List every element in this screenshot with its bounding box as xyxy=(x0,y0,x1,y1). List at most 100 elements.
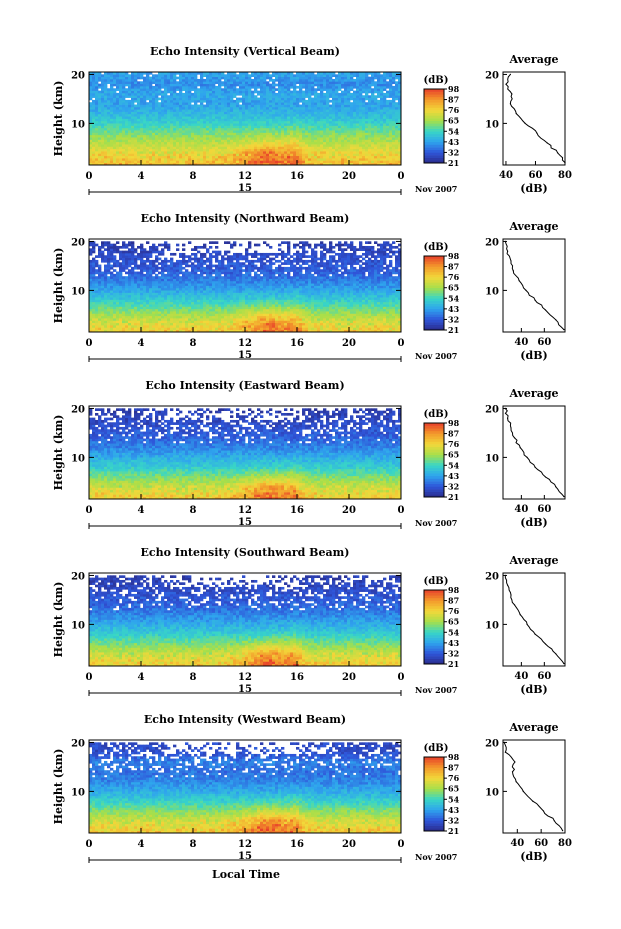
heatmap-cell xyxy=(245,113,249,117)
heatmap-cell xyxy=(209,329,213,333)
heatmap-cell xyxy=(176,109,180,112)
heatmap-cell xyxy=(278,113,282,117)
heatmap-cell xyxy=(98,118,102,122)
heatmap-cell xyxy=(167,315,171,319)
heatmap-cell xyxy=(221,141,225,145)
heatmap-cell xyxy=(230,72,234,75)
heatmap-cell xyxy=(389,320,393,324)
heatmap-cell xyxy=(350,155,354,159)
heatmap-cell xyxy=(182,123,186,126)
heatmap-cell xyxy=(341,104,345,108)
heatmap-cell xyxy=(143,83,147,87)
heatmap-cell xyxy=(323,123,327,126)
heatmap-cell xyxy=(275,320,279,324)
heatmap-cell xyxy=(194,144,198,147)
heatmap-cell xyxy=(275,106,279,110)
heatmap-cell xyxy=(380,137,384,140)
heatmap-cell xyxy=(344,318,348,321)
heatmap-cell xyxy=(104,74,108,77)
heatmap-cell xyxy=(254,81,258,84)
heatmap-cell xyxy=(398,88,402,91)
heatmap-cell xyxy=(227,85,231,89)
heatmap-cell xyxy=(104,313,108,317)
heatmap-cell xyxy=(233,320,237,324)
heatmap-cell xyxy=(221,137,225,140)
heatmap-cell xyxy=(215,134,219,138)
heatmap-cell xyxy=(203,155,207,159)
heatmap-cell xyxy=(299,85,303,89)
heatmap-cell xyxy=(260,99,264,103)
heatmap-cell xyxy=(299,146,303,150)
heatmap-cell xyxy=(134,318,138,321)
heatmap-cell xyxy=(290,83,294,87)
heatmap-cell xyxy=(110,318,114,321)
heatmap-cell xyxy=(227,137,231,140)
heatmap-cell xyxy=(272,327,276,331)
heatmap-cell xyxy=(284,109,288,112)
heatmap-cell xyxy=(215,106,219,110)
heatmap-cell xyxy=(248,74,252,77)
heatmap-cell xyxy=(185,85,189,89)
colorbar-segment xyxy=(424,104,444,108)
heatmap-cell xyxy=(98,102,102,105)
heatmap-cell xyxy=(224,99,228,103)
heatmap-cell xyxy=(215,320,219,324)
heatmap-cell xyxy=(293,120,297,124)
heatmap-cell xyxy=(269,127,273,131)
heatmap-cell xyxy=(326,139,330,143)
heatmap-cell xyxy=(242,160,246,164)
heatmap-cell xyxy=(239,83,243,87)
heatmap-cell xyxy=(365,104,369,108)
heatmap-cell xyxy=(89,127,93,131)
heatmap-cell xyxy=(293,97,297,101)
heatmap-cell xyxy=(134,327,138,331)
heatmap-cell xyxy=(137,148,141,152)
heatmap-cell xyxy=(398,113,402,117)
heatmap-cell xyxy=(287,134,291,138)
heatmap-cell xyxy=(89,120,93,124)
heatmap-cell xyxy=(185,327,189,331)
heatmap-cell xyxy=(101,95,105,98)
heatmap-cell xyxy=(302,95,306,98)
heatmap-cell xyxy=(155,106,159,110)
heatmap-cell xyxy=(218,99,222,103)
heatmap-cell xyxy=(281,106,285,110)
heatmap-cell xyxy=(206,104,210,108)
heatmap-cell xyxy=(344,74,348,77)
colorbar-segment xyxy=(424,118,444,122)
heatmap-cell xyxy=(194,127,198,131)
heatmap-cell xyxy=(197,111,201,115)
heatmap-cell xyxy=(230,74,234,77)
heatmap-cell xyxy=(203,134,207,138)
heatmap-cell xyxy=(392,141,396,145)
heatmap-cell xyxy=(263,313,267,317)
heatmap-cell xyxy=(158,85,162,89)
heatmap-cell xyxy=(122,76,126,80)
heatmap-cell xyxy=(170,83,174,87)
heatmap-cell xyxy=(296,320,300,324)
heatmap-cell xyxy=(104,132,108,136)
heatmap-cell xyxy=(119,120,123,124)
heatmap-cell xyxy=(182,116,186,119)
heatmap-cell xyxy=(314,78,318,82)
heatmap-cell xyxy=(131,127,135,131)
heatmap-cell xyxy=(131,155,135,159)
heatmap-cell xyxy=(140,118,144,122)
heatmap-cell xyxy=(110,153,114,157)
heatmap-cell xyxy=(185,116,189,119)
heatmap-cell xyxy=(179,315,183,319)
heatmap-cell xyxy=(263,85,267,89)
heatmap-cell xyxy=(380,130,384,133)
heatmap-cell xyxy=(395,141,399,145)
heatmap-cell xyxy=(377,325,381,328)
heatmap-cell xyxy=(98,123,102,126)
heatmap-cell xyxy=(224,76,228,80)
heatmap-cell xyxy=(368,315,372,319)
heatmap-cell xyxy=(251,155,255,159)
heatmap-cell xyxy=(125,116,129,119)
heatmap-cell xyxy=(359,118,363,122)
heatmap-cell xyxy=(398,148,402,152)
heatmap-cell xyxy=(89,134,93,138)
heatmap-cell xyxy=(377,137,381,140)
heatmap-cell xyxy=(113,155,117,159)
